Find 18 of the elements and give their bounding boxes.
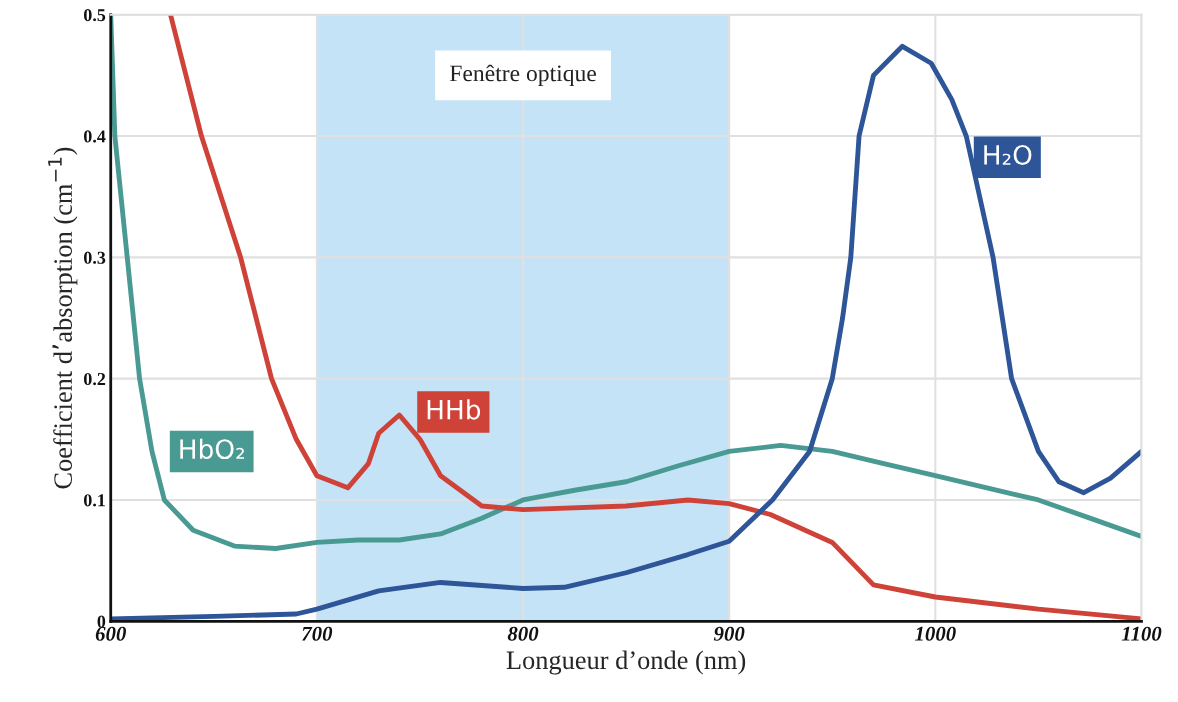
y-tick-label: 0.2 [83, 372, 106, 386]
x-tick-label: 800 [507, 626, 539, 641]
y-tick-label: 0 [97, 615, 106, 628]
y-tick-label: 0.5 [83, 9, 106, 22]
y-tick-label: 0.1 [83, 494, 105, 507]
x-tick-label: 1000 [914, 626, 956, 641]
y-axis-title: Coefficient d’absorption (cm$^{−1}$) [48, 147, 78, 489]
series-label: H₂O [984, 144, 1032, 165]
y-tick-label: 0.4 [83, 130, 106, 143]
x-tick-label: 1100 [1121, 626, 1162, 641]
x-axis-title: Longueur d’onde (nm) [506, 650, 746, 675]
band-label: Fenêtre optique [449, 64, 596, 87]
y-tick-label: 0.3 [83, 251, 106, 264]
series-label: HbO₂ [180, 438, 245, 460]
x-tick-label: 900 [713, 626, 745, 641]
series-label: HHb [427, 399, 481, 420]
x-tick-label: 700 [302, 626, 333, 641]
x-tick-label: 600 [95, 626, 126, 641]
